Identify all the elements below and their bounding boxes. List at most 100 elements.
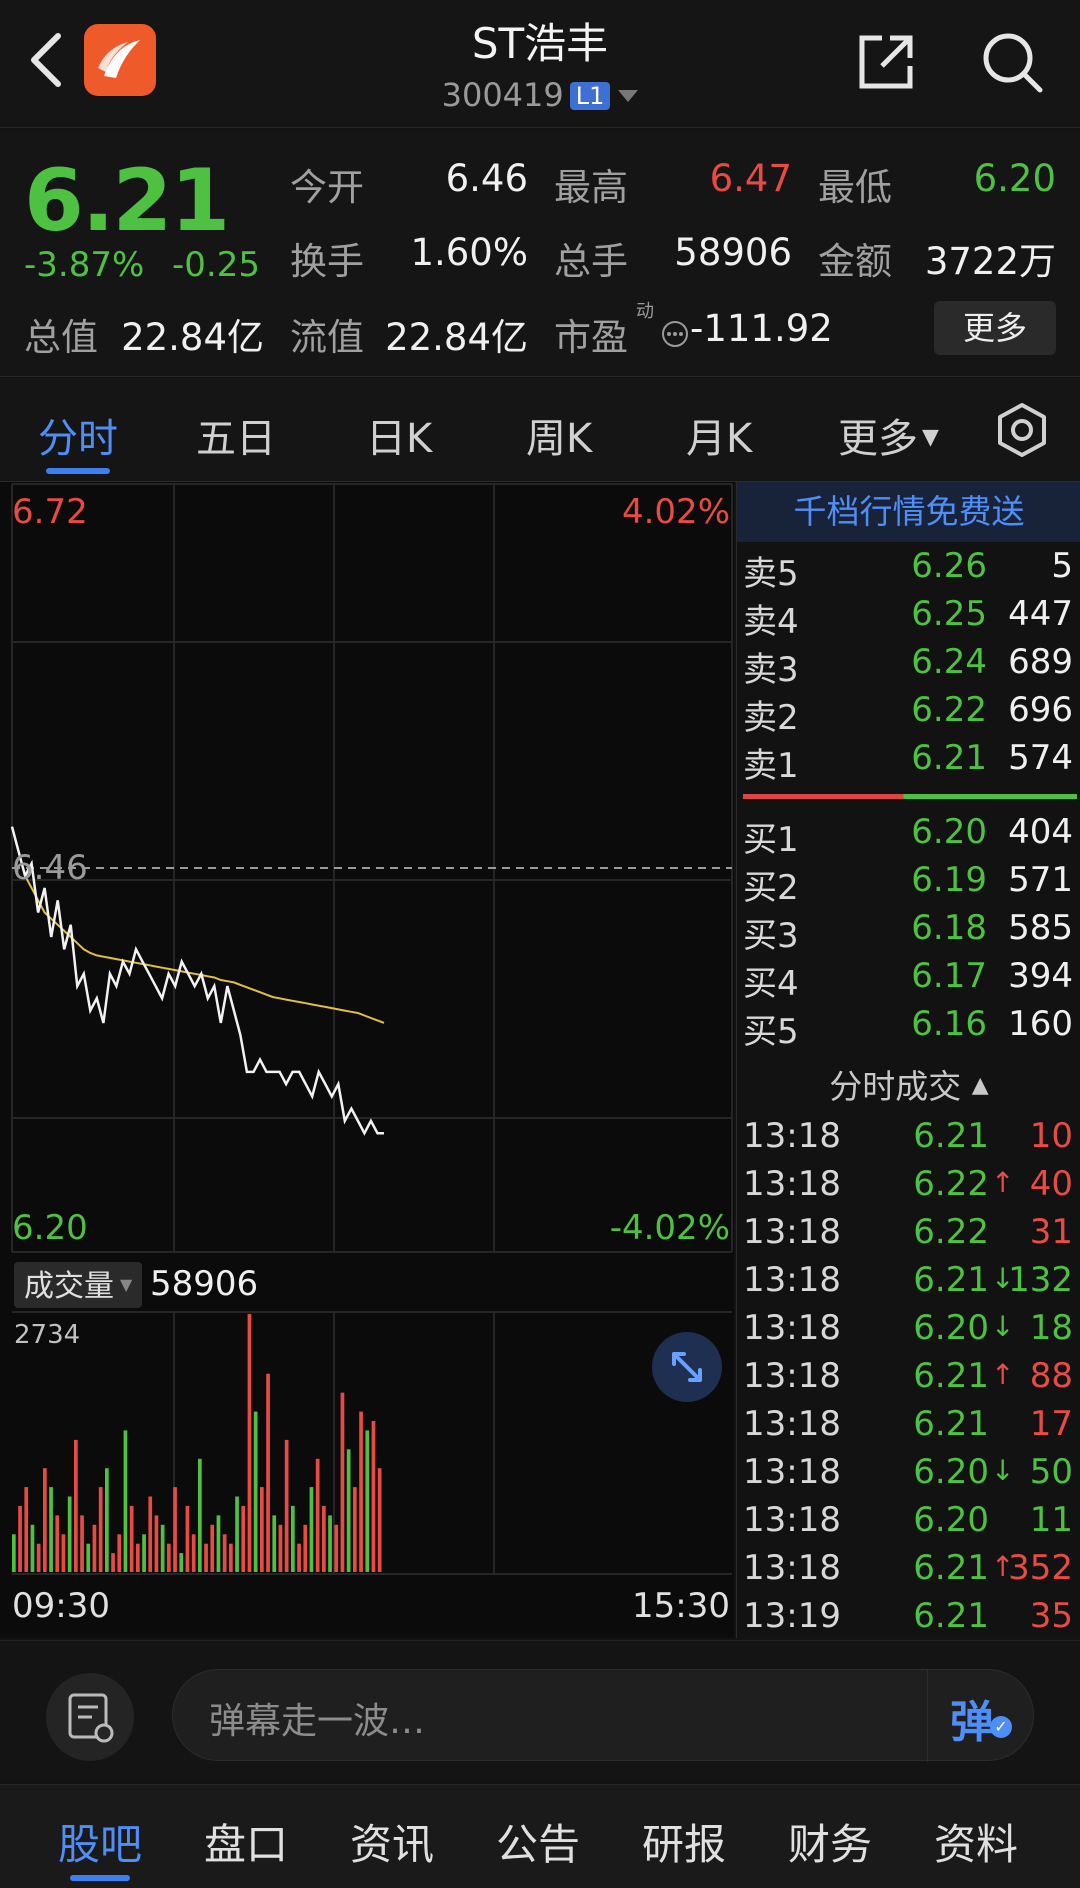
ask-row[interactable]: 卖3 6.24 689 <box>737 642 1080 690</box>
volume-bar <box>36 1543 41 1572</box>
volume-bar <box>154 1515 159 1572</box>
app-logo-icon <box>84 24 156 96</box>
ask-row[interactable]: 卖4 6.25 447 <box>737 594 1080 642</box>
share-icon[interactable] <box>854 30 918 94</box>
promo-banner[interactable]: 千档行情免费送 <box>737 482 1080 542</box>
volume-bar <box>291 1505 295 1572</box>
volume-bar <box>142 1534 146 1572</box>
volume-value: 58906 <box>674 231 792 274</box>
volume-bar <box>98 1487 103 1572</box>
volume-bar <box>204 1543 208 1572</box>
comment-bar: 弹幕走一波… 弹 ✓ <box>0 1640 1080 1782</box>
ask-price: 6.25 <box>911 594 987 634</box>
stock-code-row[interactable]: 300419 L1 <box>0 76 1080 114</box>
tab-monthly-k[interactable]: 月K <box>686 416 753 462</box>
mktcap-value: 22.84亿 <box>121 316 264 359</box>
arrow-up-icon: ↑ <box>991 1166 1015 1199</box>
amount-value: 3722万 <box>924 240 1056 283</box>
danmaku-toggle-button[interactable]: 弹 ✓ <box>927 1670 1035 1762</box>
turnover-label: 换手 <box>290 240 364 283</box>
bid-volume: 571 <box>1008 860 1073 900</box>
volume-indicator-selector[interactable]: 成交量 ▼ <box>14 1262 143 1308</box>
tab-intraday[interactable]: 分时 <box>38 416 118 462</box>
danmaku-button-label: 弹 <box>950 1697 994 1748</box>
volume-bar <box>278 1524 283 1572</box>
search-icon[interactable] <box>978 28 1046 96</box>
trade-time: 13:18 <box>743 1500 841 1540</box>
nav-profile[interactable]: 资料 <box>934 1820 1019 1869</box>
trade-time: 13:18 <box>743 1404 841 1444</box>
volume-bar <box>49 1487 53 1572</box>
volume-bar <box>253 1411 258 1572</box>
stock-code: 300419 <box>441 76 564 114</box>
bid-row[interactable]: 买3 6.18 585 <box>737 908 1080 956</box>
tab-weekly-k[interactable]: 周K <box>526 416 593 462</box>
nav-announcements[interactable]: 公告 <box>496 1820 581 1869</box>
high-value: 6.47 <box>709 157 792 200</box>
trade-time: 13:18 <box>743 1356 841 1396</box>
nav-research[interactable]: 研报 <box>642 1820 727 1869</box>
more-button[interactable]: 更多 <box>934 301 1056 355</box>
chart-canvas <box>10 483 733 1575</box>
volume-bar <box>309 1487 314 1572</box>
bid-price: 6.16 <box>911 1004 987 1044</box>
volume-label: 总手 <box>554 240 628 283</box>
volume-bar <box>260 1487 264 1572</box>
volume-bar <box>210 1524 215 1572</box>
ask-volume: 689 <box>1008 642 1073 682</box>
bottom-nav: 股吧 盘口 资讯 公告 研报 财务 资料 <box>0 1784 1080 1888</box>
volume-bar <box>136 1543 140 1572</box>
pe-label: 市盈 <box>554 316 628 359</box>
float-value: 22.84亿 <box>385 316 528 359</box>
bid-row[interactable]: 买1 6.20 404 <box>737 812 1080 860</box>
volume-bar <box>179 1553 184 1572</box>
trades-header[interactable]: 分时成交 ▲ <box>737 1060 1080 1108</box>
axis-time-end: 15:30 <box>632 1586 730 1626</box>
ask-row[interactable]: 卖5 6.26 5 <box>737 546 1080 594</box>
volume-axis-max: 2734 <box>14 1320 81 1350</box>
trade-volume: 132 <box>1008 1260 1073 1300</box>
volume-bar <box>229 1543 233 1572</box>
danmaku-placeholder: 弹幕走一波… <box>209 1701 426 1742</box>
axis-price-bottom: 6.20 <box>12 1208 88 1248</box>
tab-five-day[interactable]: 五日 <box>196 416 276 462</box>
volume-bar <box>284 1439 289 1572</box>
ask-volume: 447 <box>1008 594 1073 634</box>
info-dots-icon[interactable] <box>660 319 690 349</box>
trade-time: 13:18 <box>743 1212 841 1252</box>
back-arrow-icon[interactable] <box>22 28 72 92</box>
ask-level-label: 卖5 <box>743 554 799 594</box>
trade-row: 13:19 6.21 35 <box>737 1596 1080 1644</box>
nav-stock-forum[interactable]: 股吧 <box>58 1820 143 1869</box>
ask-row[interactable]: 卖2 6.22 696 <box>737 690 1080 738</box>
trade-row: 13:18 6.21 10 <box>737 1116 1080 1164</box>
arrow-down-icon: ↓ <box>991 1262 1015 1295</box>
level-badge: L1 <box>569 82 611 110</box>
volume-bar <box>365 1430 370 1572</box>
bid-row[interactable]: 买5 6.16 160 <box>737 1004 1080 1052</box>
tab-more[interactable]: 更多 ▼ <box>838 406 939 464</box>
low-value: 6.20 <box>973 157 1056 200</box>
volume-bar <box>86 1543 91 1572</box>
volume-bar <box>129 1505 134 1572</box>
nav-financials[interactable]: 财务 <box>788 1820 873 1869</box>
nav-order-panel[interactable]: 盘口 <box>204 1820 289 1869</box>
nav-news[interactable]: 资讯 <box>350 1820 435 1869</box>
gear-icon[interactable] <box>994 402 1050 458</box>
trade-volume: 352 <box>1008 1548 1073 1588</box>
intraday-chart[interactable]: 6.72 6.46 6.20 4.02% -4.02% 成交量 ▼ 58906 2… <box>0 482 734 1638</box>
tab-daily-k[interactable]: 日K <box>366 416 433 462</box>
danmaku-input[interactable]: 弹幕走一波… 弹 ✓ <box>172 1669 1035 1762</box>
ask-row[interactable]: 卖1 6.21 574 <box>737 738 1080 786</box>
volume-bar <box>377 1468 382 1572</box>
ask-price: 6.24 <box>911 642 987 682</box>
trade-volume: 18 <box>1029 1308 1073 1348</box>
note-settings-icon[interactable] <box>46 1673 134 1761</box>
bid-row[interactable]: 买2 6.19 571 <box>737 860 1080 908</box>
volume-bar <box>222 1534 227 1572</box>
expand-icon[interactable] <box>652 1332 722 1402</box>
trade-row: 13:18 6.20 ↓ 50 <box>737 1452 1080 1500</box>
volume-bar <box>12 1534 16 1572</box>
bid-row[interactable]: 买4 6.17 394 <box>737 956 1080 1004</box>
open-value: 6.46 <box>445 157 528 200</box>
